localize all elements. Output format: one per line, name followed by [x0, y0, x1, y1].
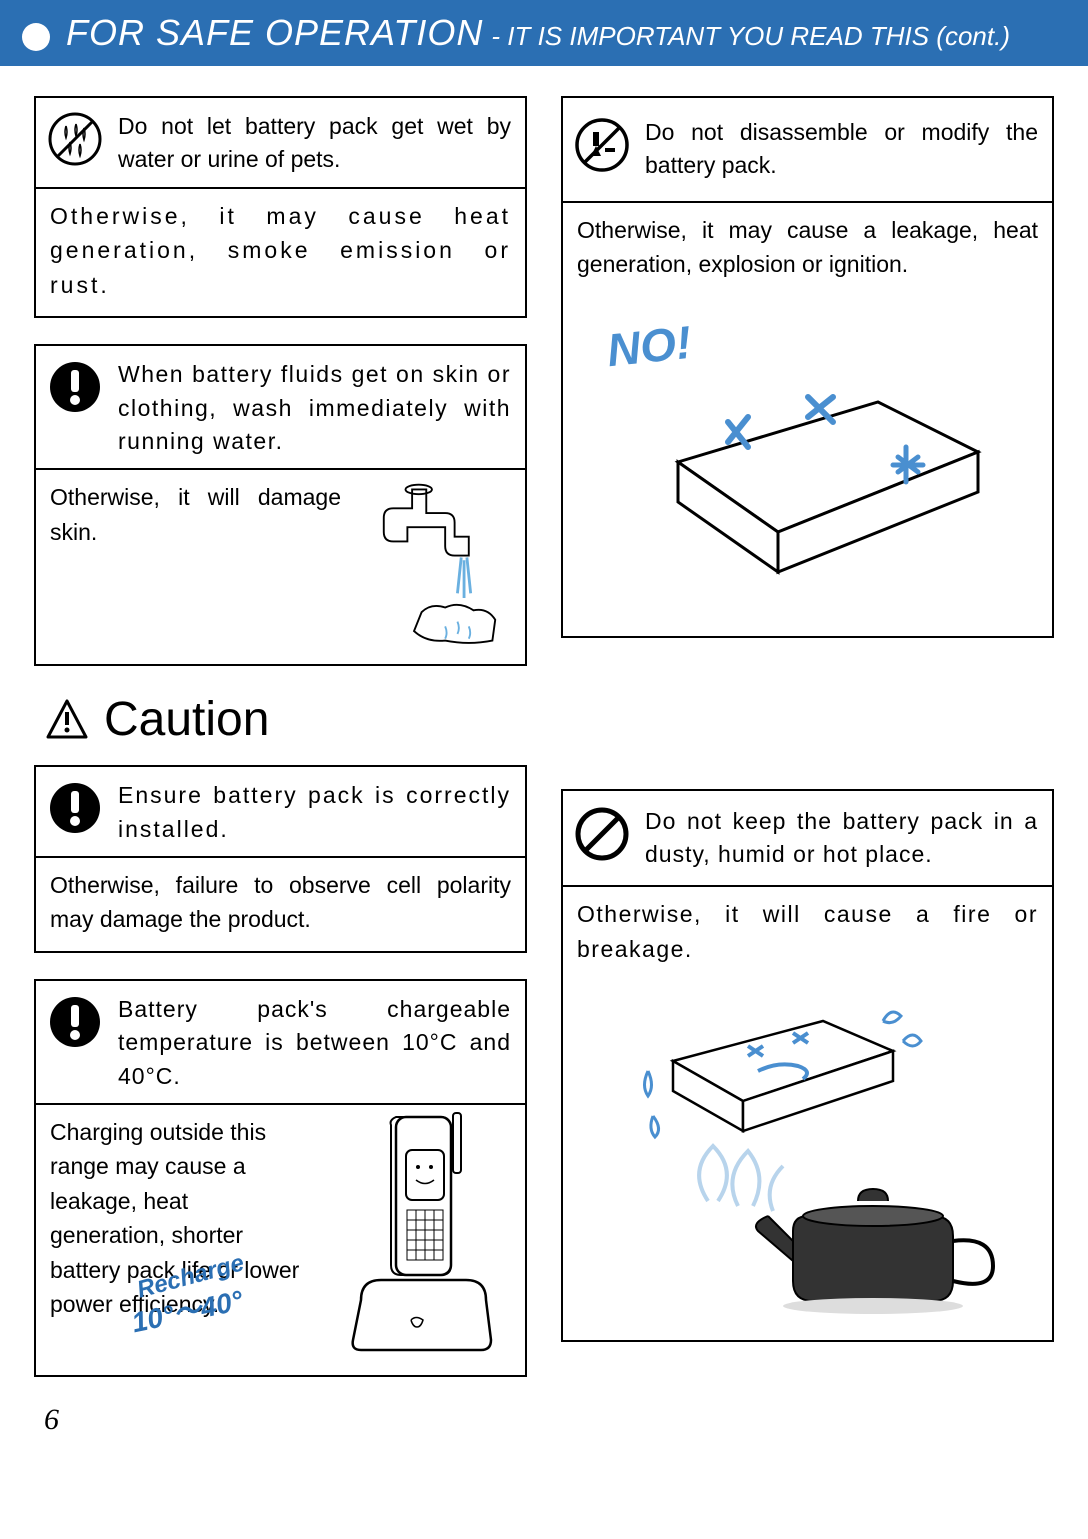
- exclamation-icon: [48, 995, 102, 1049]
- caution-triangle-icon: [44, 697, 90, 743]
- warning-text: Do not let battery pack get wet by water…: [118, 110, 511, 177]
- warning-text: When battery fluids get on skin or cloth…: [118, 358, 511, 458]
- phone-charger-illustration: [311, 1105, 511, 1355]
- warning-box-temperature: Battery pack's chargeable temperature is…: [34, 979, 527, 1377]
- battery-kettle-illustration: [593, 971, 1023, 1321]
- no-label: NO!: [604, 307, 695, 384]
- warning-text: Do not keep the battery pack in a dusty,…: [645, 805, 1038, 872]
- right-column: Do not disassemble or modify the battery…: [561, 96, 1054, 1403]
- caution-label: Caution: [104, 692, 269, 747]
- prohibition-icon: [575, 807, 629, 861]
- warning-body: Otherwise, it may cause heat generation,…: [36, 189, 525, 317]
- left-column: Do not let battery pack get wet by water…: [34, 96, 527, 1403]
- warning-box-environment: Do not keep the battery pack in a dusty,…: [561, 789, 1054, 1343]
- warning-text: Do not disassemble or modify the battery…: [645, 116, 1038, 183]
- exclamation-icon: [48, 360, 102, 414]
- faucet-illustration: [351, 480, 511, 650]
- warning-box-install: Ensure battery pack is correctly install…: [34, 765, 527, 953]
- exclamation-icon: [48, 781, 102, 835]
- warning-box-wet: Do not let battery pack get wet by water…: [34, 96, 527, 318]
- bullet-icon: [20, 21, 52, 53]
- no-wet-icon: [48, 112, 102, 166]
- header-subtitle: - IT IS IMPORTANT YOU READ THIS (cont.): [491, 21, 1010, 52]
- no-disassemble-icon: [575, 118, 629, 172]
- warning-text: Battery pack's chargeable temperature is…: [118, 993, 511, 1093]
- page-header: FOR SAFE OPERATION - IT IS IMPORTANT YOU…: [0, 0, 1088, 66]
- warning-body: Otherwise, failure to observe cell polar…: [36, 858, 525, 951]
- page-number: 6: [34, 1403, 1054, 1437]
- warning-body: Otherwise, it will cause a fire or break…: [577, 897, 1038, 966]
- page-content: Do not let battery pack get wet by water…: [0, 66, 1088, 1447]
- warning-text: Ensure battery pack is correctly install…: [118, 779, 511, 846]
- warning-box-disassemble: Do not disassemble or modify the battery…: [561, 96, 1054, 638]
- caution-heading: Caution: [44, 692, 527, 747]
- header-title: FOR SAFE OPERATION: [66, 12, 483, 54]
- warning-box-fluids: When battery fluids get on skin or cloth…: [34, 344, 527, 666]
- warning-body: Otherwise, it may cause a leakage, heat …: [577, 213, 1038, 282]
- warning-body: Otherwise, it will damage skin.: [50, 480, 341, 650]
